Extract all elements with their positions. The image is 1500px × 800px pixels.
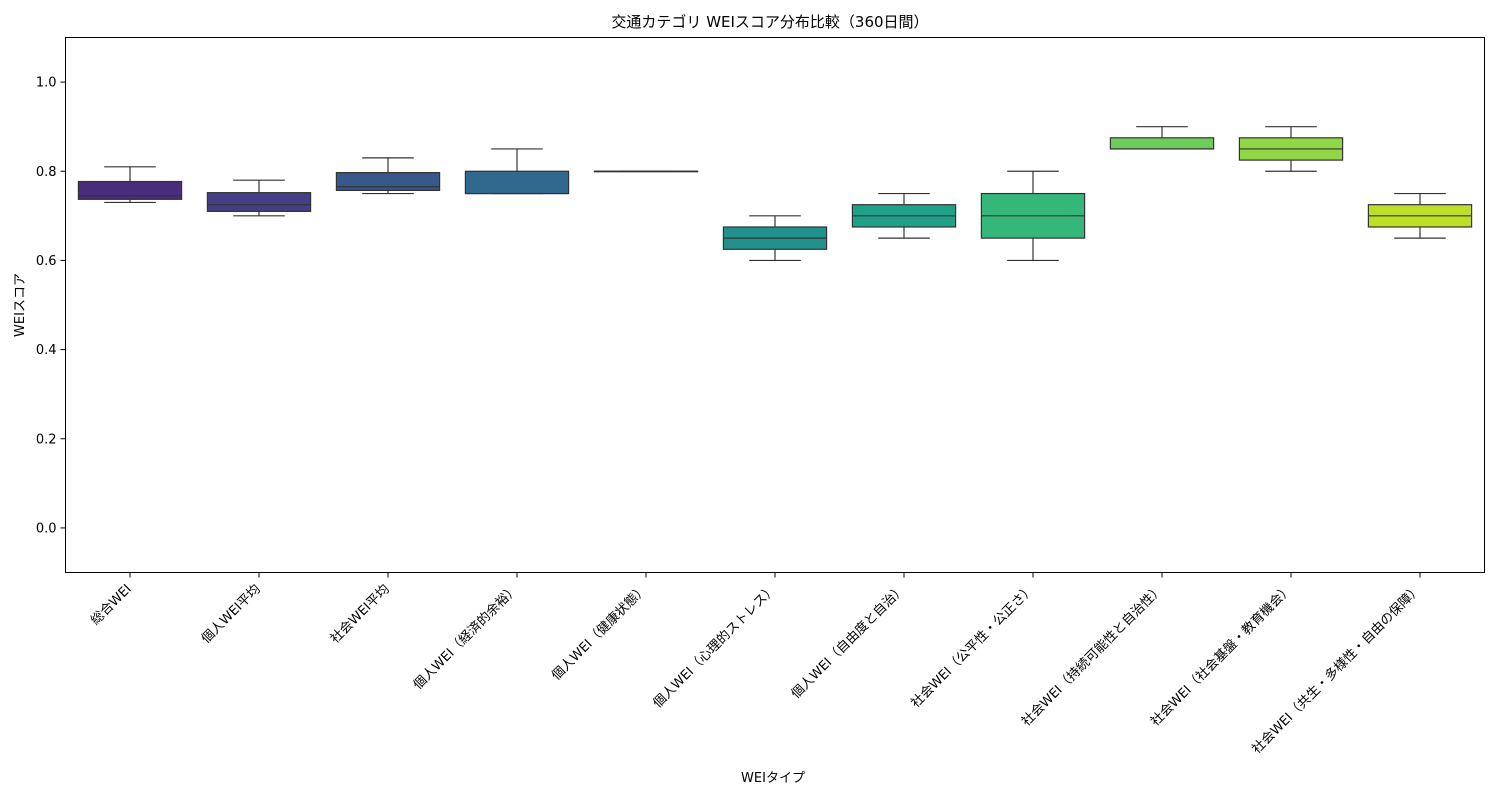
iqr-box bbox=[335, 171, 441, 192]
iqr-box bbox=[77, 180, 183, 200]
x-tick-label: 個人WEI平均 bbox=[199, 582, 264, 647]
box-9 bbox=[1109, 126, 1215, 150]
x-axis: 総合WEI 個人WEI平均 社会WEI平均 個人WEI（経済的余裕） 個人WEI（健康状… bbox=[88, 572, 1425, 757]
x-tick-label: 社会WEI（持続可能性と自治性） bbox=[1018, 581, 1166, 729]
box-5 bbox=[593, 170, 699, 173]
x-tick-label: 社会WEI（社会基盤・教育機会） bbox=[1147, 581, 1295, 729]
x-tick-label: 個人WEI（自由度と自治） bbox=[788, 581, 909, 702]
x-tick-label: 個人WEI（経済的余裕） bbox=[410, 581, 522, 693]
y-axis: 0.0 0.2 0.4 0.6 0.8 1.0 bbox=[36, 76, 66, 536]
y-tick-label: 0.0 bbox=[36, 521, 57, 536]
box-10 bbox=[1238, 126, 1344, 172]
boxes-group bbox=[77, 126, 1473, 262]
iqr-box bbox=[206, 192, 312, 212]
y-tick-label: 1.0 bbox=[36, 76, 57, 91]
x-tick-label: 社会WEI平均 bbox=[327, 581, 393, 647]
x-tick-label: 個人WEI（心理的ストレス） bbox=[650, 581, 780, 711]
chart-title: 交通カテゴリ WEIスコア分布比較（360日間） bbox=[611, 13, 928, 31]
box-6 bbox=[722, 215, 828, 262]
box-4 bbox=[464, 148, 570, 195]
x-tick-label: 総合WEI bbox=[88, 582, 135, 629]
iqr-box bbox=[1109, 137, 1215, 150]
box-11 bbox=[1367, 192, 1473, 239]
y-tick-label: 0.8 bbox=[36, 165, 57, 180]
x-tick-label: 社会WEI（公平性・公正さ） bbox=[908, 581, 1038, 711]
box-1 bbox=[77, 166, 183, 204]
x-tick-label: 個人WEI（健康状態） bbox=[548, 581, 650, 683]
iqr-box bbox=[464, 170, 570, 195]
box-2 bbox=[206, 179, 312, 217]
x-axis-label: WEIタイプ bbox=[741, 771, 805, 786]
box-7 bbox=[851, 192, 957, 239]
y-axis-label: WEIスコア bbox=[13, 273, 28, 337]
box-3 bbox=[335, 157, 441, 195]
y-tick-label: 0.6 bbox=[36, 254, 57, 269]
y-tick-label: 0.2 bbox=[36, 432, 57, 447]
plot-frame bbox=[65, 37, 1485, 573]
y-tick-label: 0.4 bbox=[36, 343, 57, 358]
box-8 bbox=[980, 170, 1086, 262]
